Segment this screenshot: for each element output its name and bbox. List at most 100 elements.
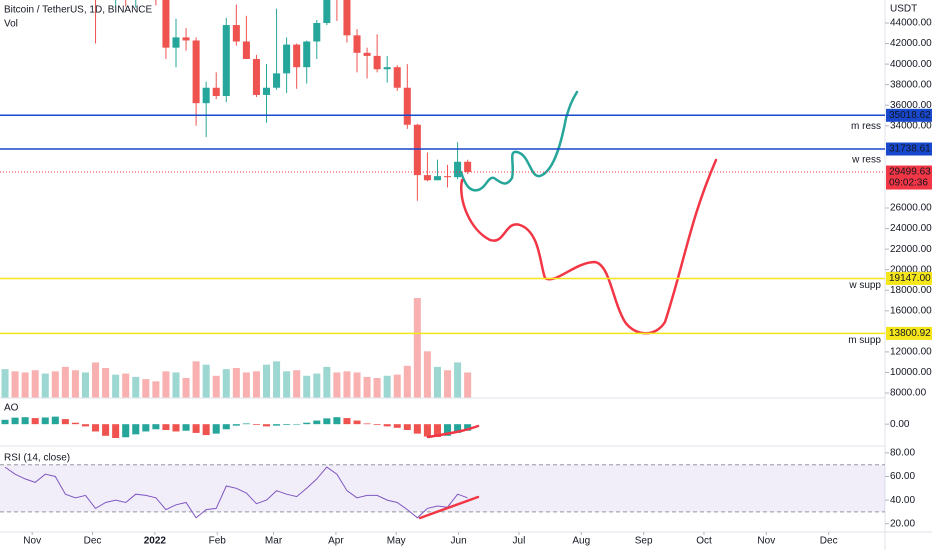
volume-bar xyxy=(343,371,351,398)
drawings xyxy=(418,90,718,520)
volume-bar xyxy=(41,373,49,398)
ao-bar xyxy=(313,420,321,425)
volume-bar xyxy=(202,364,210,398)
ao-bar xyxy=(92,424,100,432)
volume-bar xyxy=(353,372,361,398)
volume-bar xyxy=(454,362,462,398)
candle-body xyxy=(162,0,170,48)
level-note: w supp xyxy=(848,280,881,291)
ao-bar xyxy=(1,419,9,425)
ao-bar xyxy=(21,417,29,425)
ao-bar xyxy=(333,417,341,425)
candle-body xyxy=(303,41,311,68)
ao-bar xyxy=(172,424,180,432)
ao-bar xyxy=(81,424,90,427)
volume-bar xyxy=(242,372,250,398)
candle-body xyxy=(252,58,260,95)
rsi-label: RSI (14, close) xyxy=(4,453,70,464)
candle-body xyxy=(343,0,351,36)
volume-bar xyxy=(81,372,90,398)
volume-bar xyxy=(21,372,29,398)
candle-body xyxy=(403,87,411,125)
x-tick-label: Dec xyxy=(84,536,102,547)
ao-bar xyxy=(403,424,411,430)
ao-bar xyxy=(454,424,462,433)
candle-body xyxy=(353,35,361,53)
x-tick-label: 2022 xyxy=(144,536,167,547)
candle-body xyxy=(212,87,220,96)
x-tick-label: Sep xyxy=(635,536,653,547)
volume-bar xyxy=(192,361,200,398)
candle-body xyxy=(202,87,210,104)
candle-body xyxy=(464,161,472,173)
y-tick-label: 16000.00 xyxy=(890,305,932,316)
rsi-line xyxy=(4,466,468,519)
ao-bar xyxy=(212,424,220,434)
candle-body xyxy=(222,25,230,96)
ao-bar xyxy=(112,424,120,438)
volume-bar xyxy=(444,370,452,398)
ao-bar xyxy=(293,424,301,425)
ao-bar xyxy=(41,417,49,425)
volume-bar xyxy=(102,368,110,398)
y-tick-label: 18000.00 xyxy=(890,285,932,296)
volume-bar xyxy=(71,370,79,398)
volume-bar xyxy=(11,371,19,398)
ao-bar xyxy=(132,424,140,435)
candle-body xyxy=(192,40,200,104)
ao-bar xyxy=(363,423,371,425)
ao-bar xyxy=(142,424,150,432)
volume-bar xyxy=(363,376,371,398)
bull-path-drawing xyxy=(459,90,579,192)
volume-bar xyxy=(232,368,240,398)
ao-bar xyxy=(343,418,351,425)
volume-bar xyxy=(373,378,381,398)
candle-body xyxy=(182,37,190,41)
volume-bar xyxy=(172,372,180,398)
volume-bar xyxy=(293,370,301,398)
ao-bar xyxy=(283,424,291,425)
y-tick-label: 34000.00 xyxy=(890,120,932,131)
y-tick-label: 60.00 xyxy=(890,471,915,482)
x-tick-label: Jun xyxy=(451,536,467,547)
volume-bar xyxy=(152,381,160,398)
x-tick-label: Mar xyxy=(265,536,283,547)
ao-bar xyxy=(102,424,110,436)
ao-bar xyxy=(202,424,210,436)
last-price-box xyxy=(886,165,932,190)
ao-bar xyxy=(273,424,281,426)
y-tick-label: 22000.00 xyxy=(890,244,932,255)
candle-body xyxy=(313,23,321,42)
ao-bar xyxy=(413,424,421,434)
candle-body xyxy=(383,67,391,70)
candle-body xyxy=(444,176,452,178)
ao-bar xyxy=(252,424,260,425)
ao-bar xyxy=(323,418,331,425)
volume-bar xyxy=(142,379,150,398)
ao-bar xyxy=(303,422,311,425)
rsi-band xyxy=(0,464,885,512)
ao-bar xyxy=(423,424,431,437)
ao-bar xyxy=(122,424,130,438)
volume-bar xyxy=(413,298,421,398)
ao-bar xyxy=(182,424,190,431)
ao-bar xyxy=(192,424,200,433)
candle-body xyxy=(433,176,441,181)
ao-bar xyxy=(444,424,452,436)
x-tick-label: Oct xyxy=(696,536,712,547)
y-tick-label: 26000.00 xyxy=(890,203,932,214)
x-tick-label: Feb xyxy=(209,536,227,547)
ao-bar xyxy=(464,424,472,431)
ao-bar xyxy=(152,424,160,430)
level-note: m ress xyxy=(851,121,881,132)
volume-bar xyxy=(252,371,260,398)
candle-body xyxy=(454,161,462,178)
candle-body xyxy=(363,52,371,56)
volume-bar xyxy=(283,371,291,398)
volume-bar xyxy=(262,364,271,398)
level-price-box xyxy=(886,271,932,285)
ao-pane xyxy=(1,416,472,438)
ao-bar xyxy=(393,424,401,428)
volume-bar xyxy=(92,362,100,398)
